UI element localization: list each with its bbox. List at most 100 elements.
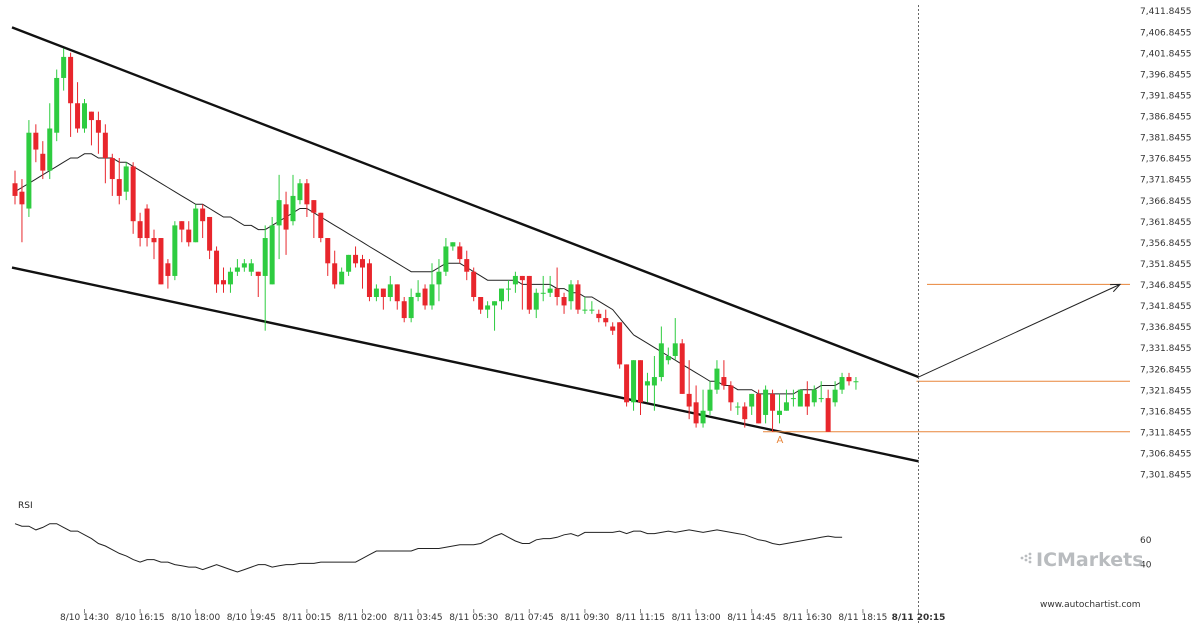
website-text: www.autochartist.com	[1040, 600, 1141, 610]
candle-body	[276, 200, 282, 226]
price-tick-label: 7,391.8455	[1140, 91, 1192, 101]
candle	[492, 301, 498, 331]
candle	[130, 162, 136, 234]
candle-body	[436, 271, 442, 285]
candle	[248, 259, 254, 276]
candle-body	[672, 343, 678, 356]
candle	[262, 225, 268, 331]
candle-body	[47, 128, 53, 171]
candle	[75, 82, 81, 133]
candle	[82, 99, 87, 133]
candle-body	[505, 288, 511, 290]
candle	[234, 259, 240, 276]
candle	[144, 204, 150, 247]
candle-body	[346, 254, 352, 272]
candle	[665, 347, 671, 365]
chart-markers: A	[777, 5, 1122, 625]
candle	[742, 402, 748, 428]
candle-body	[339, 271, 345, 285]
candle	[151, 229, 157, 260]
candle-body	[241, 263, 247, 268]
candle-body	[811, 389, 817, 403]
candle	[241, 259, 247, 272]
candle	[700, 389, 706, 428]
candle-body	[82, 103, 87, 129]
candle-body	[179, 221, 185, 230]
candle-body	[575, 284, 581, 310]
price-tick-label: 7,376.8455	[1140, 155, 1192, 165]
candle-body	[561, 297, 567, 306]
candle	[526, 275, 532, 314]
candle	[825, 389, 831, 432]
candle	[276, 174, 282, 260]
candle	[68, 52, 74, 137]
rsi-line	[14, 523, 843, 573]
candle-body	[54, 77, 60, 133]
candle	[88, 111, 94, 146]
candle-body	[68, 56, 74, 104]
candle-body	[443, 246, 449, 272]
candle-body	[33, 132, 39, 150]
candle	[568, 280, 574, 310]
candle-body	[763, 389, 769, 415]
candle	[200, 204, 206, 239]
candle	[839, 372, 845, 394]
candle	[269, 216, 275, 285]
candle	[658, 326, 664, 382]
candle-body	[394, 284, 400, 302]
candle-body	[19, 191, 25, 205]
candle-body	[818, 398, 824, 400]
candle	[137, 212, 143, 247]
candle	[519, 275, 525, 310]
candle-body	[686, 393, 692, 407]
candle-body	[311, 200, 317, 213]
candle	[582, 297, 588, 314]
candle-body	[137, 221, 143, 239]
candle-body	[749, 393, 755, 407]
candle-body	[269, 225, 275, 285]
candle	[777, 393, 782, 424]
candle	[283, 191, 289, 255]
candle	[679, 339, 685, 394]
candle	[353, 246, 359, 268]
candle	[366, 259, 372, 302]
candle-body	[596, 313, 602, 319]
candle-body	[12, 183, 18, 196]
candle	[346, 254, 352, 276]
candle-body	[679, 343, 685, 394]
candle	[26, 120, 32, 217]
candle-body	[825, 398, 831, 432]
candle-body	[158, 238, 164, 285]
candle-body	[262, 238, 268, 276]
candle-body	[75, 103, 81, 129]
candle	[818, 381, 824, 403]
candle-body	[846, 377, 852, 382]
price-axis: 7,411.8455 7,406.8455 7,401.8455 7,396.8455…	[1140, 7, 1192, 480]
candle	[853, 377, 859, 390]
candle-body	[415, 292, 421, 298]
candle	[221, 267, 226, 293]
candle	[561, 292, 567, 314]
candle	[373, 284, 379, 302]
candle	[61, 48, 67, 91]
candle-body	[658, 343, 664, 378]
candle	[19, 179, 25, 243]
candle-body	[366, 263, 372, 298]
candle-body	[568, 284, 574, 302]
candle	[763, 385, 769, 424]
price-tick-label: 7,311.8455	[1140, 428, 1192, 438]
candle-body	[318, 212, 324, 239]
candle-body	[617, 322, 623, 365]
brand-logo-text: ICMarkets	[1036, 549, 1144, 571]
price-tick-label: 7,366.8455	[1140, 197, 1192, 207]
forecast-arrow	[918, 283, 1121, 378]
price-tick-label: 7,381.8455	[1140, 134, 1192, 144]
candle-body	[429, 284, 435, 306]
candle	[464, 250, 470, 281]
forecast-arrowhead	[1110, 283, 1122, 293]
candle-body	[464, 259, 470, 272]
candle-body	[770, 393, 776, 411]
candle	[540, 275, 546, 302]
candle	[783, 389, 789, 411]
